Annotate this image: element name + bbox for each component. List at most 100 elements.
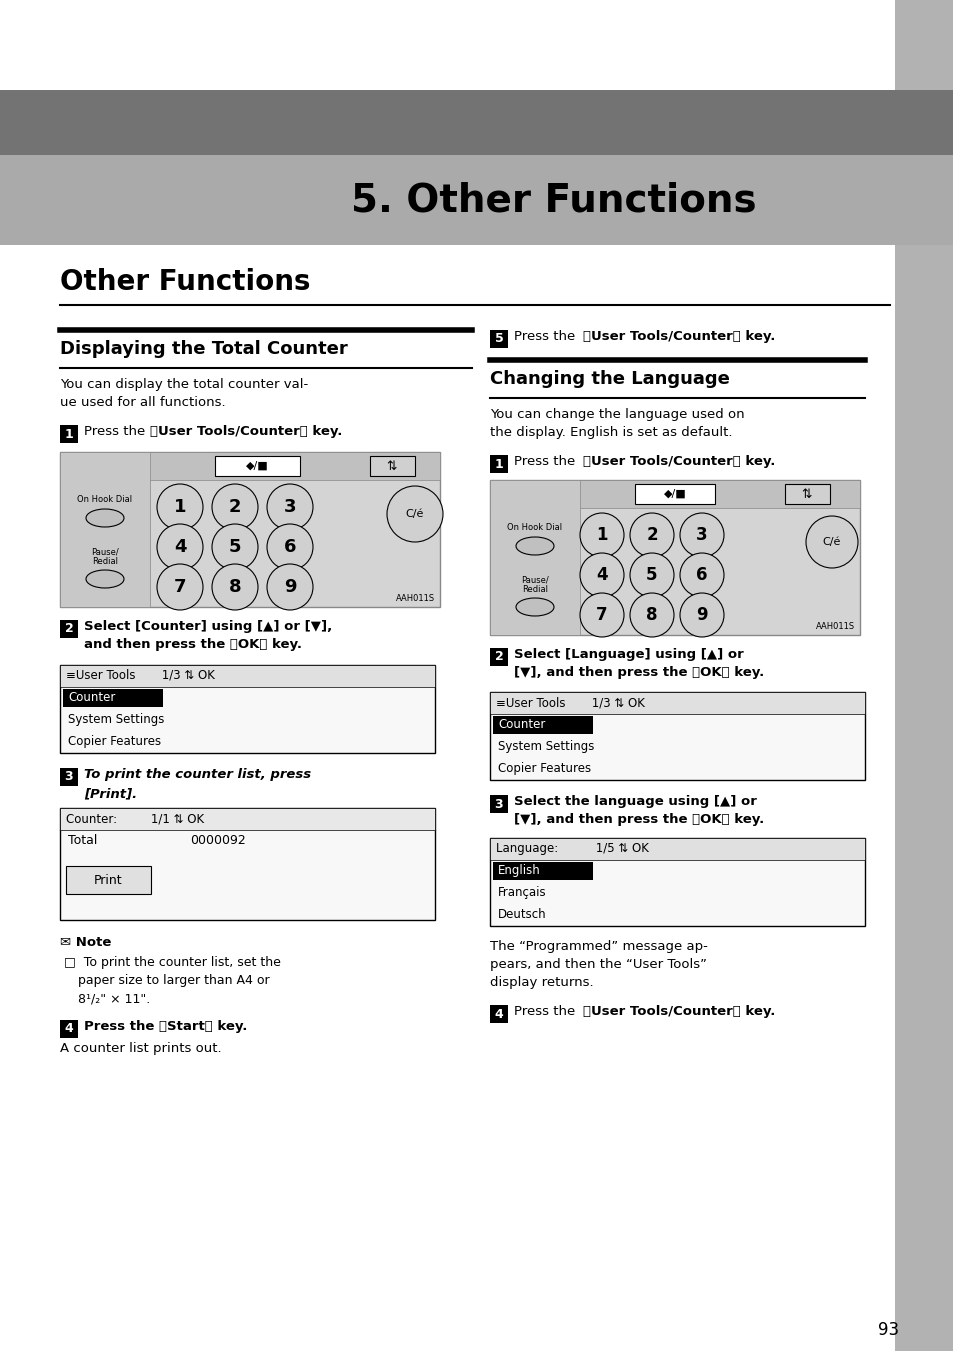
Text: [▼], and then press the 【OK】 key.: [▼], and then press the 【OK】 key. (514, 666, 763, 680)
Text: 2: 2 (645, 526, 658, 544)
Text: Select the language using [▲] or: Select the language using [▲] or (514, 794, 756, 808)
Circle shape (267, 484, 313, 530)
Text: 1: 1 (494, 458, 503, 470)
Text: 2: 2 (229, 499, 241, 516)
Circle shape (629, 553, 673, 597)
Bar (63, 689, 163, 707)
Text: System Settings: System Settings (497, 740, 594, 753)
Text: Press the: Press the (514, 1005, 578, 1019)
Text: Counter: Counter (68, 690, 115, 704)
Bar (60, 453, 439, 607)
Text: 6: 6 (696, 566, 707, 584)
Bar (490, 838, 864, 861)
Text: Pause/: Pause/ (520, 576, 548, 585)
Text: Other Functions: Other Functions (60, 267, 310, 296)
Text: Language:          1/5 ⇅ OK: Language: 1/5 ⇅ OK (496, 842, 648, 855)
Text: ≡User Tools       1/3 ⇅ OK: ≡User Tools 1/3 ⇅ OK (496, 696, 644, 709)
Text: To print the counter list, press: To print the counter list, press (84, 767, 311, 781)
Text: Deutsch: Deutsch (497, 908, 546, 921)
Text: paper size to larger than A4 or: paper size to larger than A4 or (78, 974, 270, 988)
Circle shape (629, 593, 673, 638)
Bar (490, 480, 859, 635)
Circle shape (629, 513, 673, 557)
Text: Press the: Press the (84, 426, 150, 438)
Text: 8: 8 (229, 578, 241, 596)
Circle shape (805, 516, 857, 567)
Bar (66, 866, 151, 894)
Bar (370, 457, 415, 476)
Text: AAH011S: AAH011S (815, 621, 854, 631)
Circle shape (679, 553, 723, 597)
Text: 4: 4 (65, 1023, 73, 1035)
Text: Select [Language] using [▲] or: Select [Language] using [▲] or (514, 648, 743, 661)
Text: The “Programmed” message ap-: The “Programmed” message ap- (490, 940, 707, 952)
Bar (0, 0, 894, 91)
Circle shape (387, 486, 442, 542)
Bar (490, 794, 507, 813)
Circle shape (157, 524, 203, 570)
Circle shape (679, 513, 723, 557)
Text: Counter:         1/1 ⇅ OK: Counter: 1/1 ⇅ OK (66, 812, 204, 825)
Circle shape (212, 484, 257, 530)
Circle shape (267, 563, 313, 611)
Text: C/é: C/é (821, 536, 841, 547)
Text: 0000092: 0000092 (190, 834, 246, 847)
Text: pears, and then the “User Tools”: pears, and then the “User Tools” (490, 958, 706, 971)
Text: 【User Tools/Counter】 key.: 【User Tools/Counter】 key. (582, 1005, 775, 1019)
Bar (60, 665, 435, 753)
Text: Press the: Press the (514, 455, 578, 467)
Text: Redial: Redial (521, 585, 547, 594)
Text: 6: 6 (283, 538, 296, 557)
Bar (0, 91, 953, 155)
Text: 【User Tools/Counter】 key.: 【User Tools/Counter】 key. (150, 426, 342, 438)
Bar (490, 692, 864, 780)
Text: Total: Total (68, 834, 97, 847)
Circle shape (157, 484, 203, 530)
Circle shape (579, 593, 623, 638)
Text: Press the 【Start】 key.: Press the 【Start】 key. (84, 1020, 247, 1034)
Text: 8¹/₂" × 11".: 8¹/₂" × 11". (78, 992, 150, 1005)
Bar (490, 330, 507, 349)
Circle shape (579, 513, 623, 557)
Text: display returns.: display returns. (490, 975, 593, 989)
Text: [Print].: [Print]. (84, 788, 137, 800)
Bar (490, 1005, 507, 1023)
Text: Select [Counter] using [▲] or [▼],: Select [Counter] using [▲] or [▼], (84, 620, 332, 634)
Ellipse shape (516, 536, 554, 555)
Bar (490, 648, 507, 666)
Text: 1: 1 (596, 526, 607, 544)
Circle shape (157, 563, 203, 611)
Circle shape (212, 563, 257, 611)
Bar (60, 620, 78, 638)
Text: On Hook Dial: On Hook Dial (77, 496, 132, 504)
Bar (490, 480, 579, 635)
Circle shape (579, 553, 623, 597)
Text: Copier Features: Copier Features (497, 762, 591, 775)
Text: and then press the 【OK】 key.: and then press the 【OK】 key. (84, 638, 302, 651)
Text: 1: 1 (173, 499, 186, 516)
Bar (60, 808, 435, 920)
Text: 5. Other Functions: 5. Other Functions (350, 181, 756, 219)
Text: Français: Français (497, 886, 546, 898)
Bar (493, 716, 593, 734)
Circle shape (267, 524, 313, 570)
Text: ◆/■: ◆/■ (245, 461, 268, 471)
Circle shape (212, 524, 257, 570)
Bar (894, 0, 953, 1351)
Text: 5: 5 (229, 538, 241, 557)
Text: ◆/■: ◆/■ (663, 489, 685, 499)
Text: [▼], and then press the 【OK】 key.: [▼], and then press the 【OK】 key. (514, 813, 763, 825)
Text: 5: 5 (645, 566, 657, 584)
Text: Copier Features: Copier Features (68, 735, 161, 748)
Bar (0, 245, 894, 1351)
Text: 4: 4 (596, 566, 607, 584)
Text: C/é: C/é (405, 509, 424, 519)
Text: 5: 5 (494, 332, 503, 346)
Bar (60, 665, 435, 688)
Bar (490, 838, 864, 925)
Bar (493, 862, 593, 880)
Text: Displaying the Total Counter: Displaying the Total Counter (60, 340, 348, 358)
Text: You can change the language used on: You can change the language used on (490, 408, 744, 422)
Text: On Hook Dial: On Hook Dial (507, 523, 562, 532)
Text: ue used for all functions.: ue used for all functions. (60, 396, 226, 409)
